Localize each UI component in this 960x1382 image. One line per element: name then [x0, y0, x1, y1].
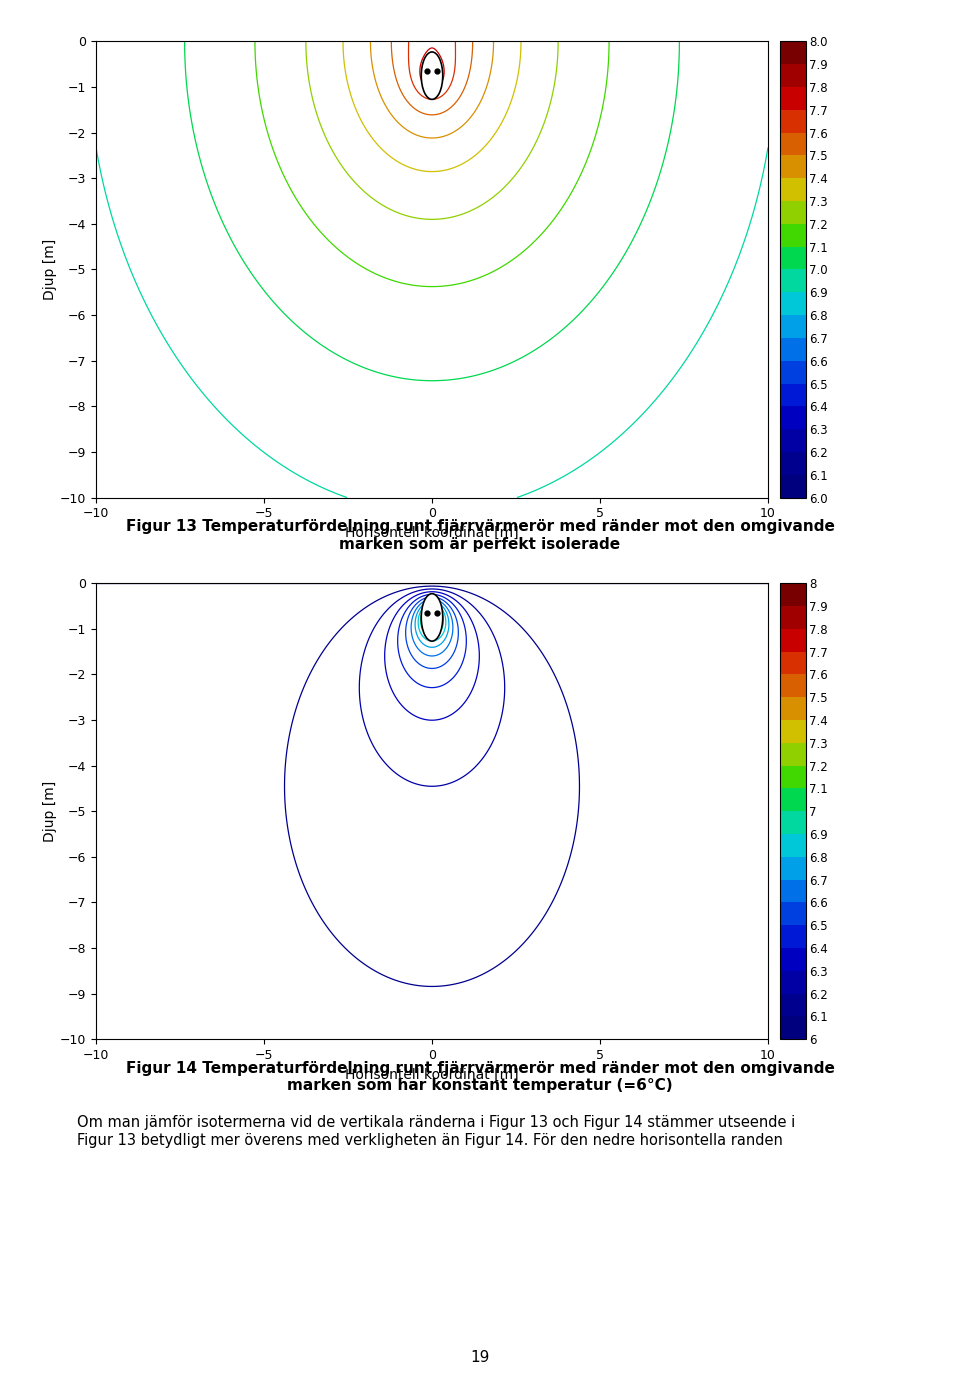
Text: Om man jämför isotermerna vid de vertikala ränderna i Figur 13 och Figur 14 stäm: Om man jämför isotermerna vid de vertika… — [77, 1115, 795, 1147]
Text: Figur 13 Temperaturfördelning runt fjärrvärmerör med ränder mot den omgivande
ma: Figur 13 Temperaturfördelning runt fjärr… — [126, 520, 834, 551]
Text: 19: 19 — [470, 1350, 490, 1365]
Y-axis label: Djup [m]: Djup [m] — [43, 239, 58, 300]
Y-axis label: Djup [m]: Djup [m] — [43, 781, 58, 842]
X-axis label: Horisontell koordinat [m]: Horisontell koordinat [m] — [346, 525, 518, 540]
Ellipse shape — [421, 53, 443, 100]
Text: Figur 14 Temperaturfördelning runt fjärrvärmerör med ränder mot den omgivande
ma: Figur 14 Temperaturfördelning runt fjärr… — [126, 1061, 834, 1093]
Ellipse shape — [421, 594, 443, 641]
X-axis label: Horisontell koordinat [m]: Horisontell koordinat [m] — [346, 1067, 518, 1082]
